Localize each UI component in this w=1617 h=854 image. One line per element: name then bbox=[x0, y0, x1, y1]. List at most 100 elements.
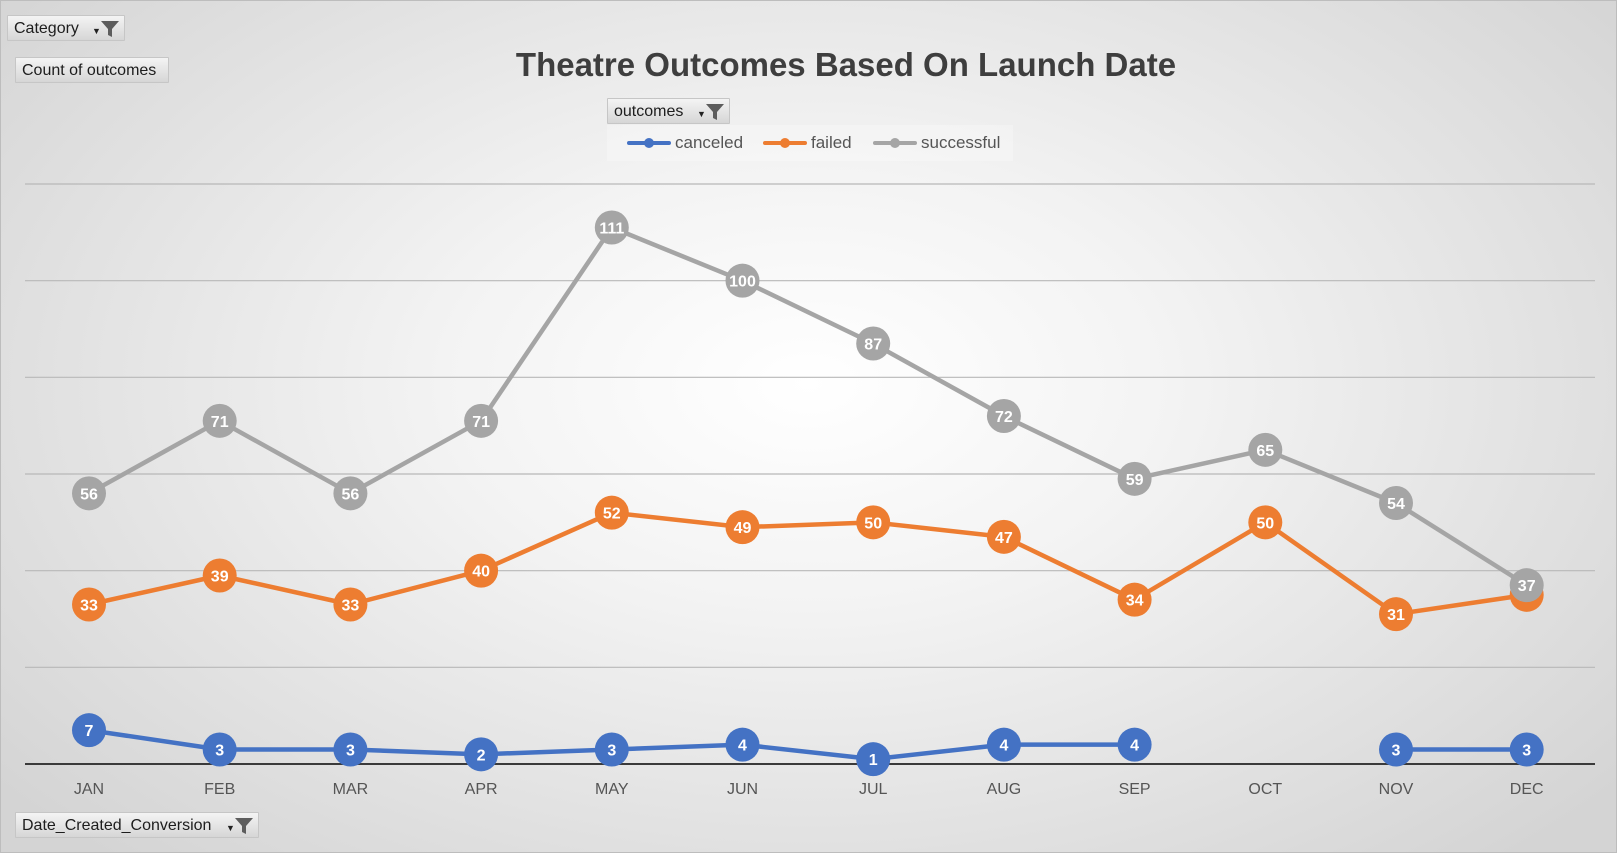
x-tick-label: AUG bbox=[987, 781, 1022, 798]
data-label-failed: 31 bbox=[1387, 607, 1405, 624]
legend-marker-failed bbox=[763, 138, 807, 148]
legend-field-label: outcomes bbox=[614, 103, 684, 120]
data-point-successful bbox=[725, 263, 760, 298]
x-tick-label: JUL bbox=[859, 781, 888, 798]
data-point-successful bbox=[202, 403, 237, 438]
data-label-canceled: 4 bbox=[1130, 738, 1139, 755]
data-point-successful bbox=[72, 476, 106, 511]
data-point-failed bbox=[1117, 582, 1152, 617]
data-label-successful: 56 bbox=[342, 486, 360, 503]
funnel-filter-icon bbox=[235, 818, 253, 834]
data-point-failed bbox=[1248, 505, 1283, 540]
data-label-successful: 100 bbox=[729, 274, 756, 291]
data-point-failed bbox=[1379, 597, 1413, 632]
data-label-successful: 37 bbox=[1518, 578, 1536, 595]
funnel-filter-icon bbox=[706, 104, 724, 120]
data-point-successful bbox=[594, 210, 629, 245]
data-label-canceled: 2 bbox=[477, 747, 486, 764]
outcomes-filter-control[interactable]: ▼ bbox=[697, 102, 725, 122]
x-tick-label: DEC bbox=[1510, 781, 1544, 798]
legend-field-button[interactable]: outcomes ▼ bbox=[607, 98, 730, 124]
chevron-down-icon: ▼ bbox=[92, 26, 101, 36]
data-label-successful: 87 bbox=[864, 337, 882, 354]
data-label-canceled: 3 bbox=[346, 743, 355, 760]
data-point-canceled bbox=[1509, 732, 1544, 767]
data-label-successful: 111 bbox=[599, 221, 624, 238]
data-point-failed bbox=[725, 510, 760, 545]
x-tick-label: SEP bbox=[1119, 781, 1151, 798]
legend-dot-canceled bbox=[644, 138, 654, 148]
x-tick-label: JAN bbox=[74, 781, 104, 798]
data-point-failed bbox=[594, 495, 629, 530]
data-label-canceled: 3 bbox=[1522, 743, 1531, 760]
category-field-label: Category bbox=[14, 20, 79, 37]
data-label-failed: 33 bbox=[342, 598, 360, 615]
data-point-failed bbox=[464, 553, 499, 588]
data-point-canceled bbox=[333, 732, 368, 767]
data-label-failed: 47 bbox=[995, 530, 1013, 547]
legend-marker-successful bbox=[873, 138, 917, 148]
data-label-successful: 65 bbox=[1256, 443, 1274, 460]
data-point-canceled bbox=[594, 732, 629, 767]
data-label-failed: 39 bbox=[211, 569, 229, 586]
data-label-successful: 72 bbox=[995, 409, 1013, 426]
data-label-successful: 59 bbox=[1126, 472, 1144, 489]
values-field-button[interactable]: Count of outcomes bbox=[15, 57, 169, 83]
x-tick-label: FEB bbox=[204, 781, 235, 798]
data-point-canceled bbox=[986, 727, 1021, 762]
data-label-failed: 50 bbox=[1256, 515, 1274, 532]
series-line-successful bbox=[86, 225, 1529, 588]
data-label-failed: 33 bbox=[80, 598, 98, 615]
axis-field-label: Date_Created_Conversion bbox=[22, 817, 212, 834]
data-point-successful bbox=[1248, 432, 1283, 467]
data-point-successful bbox=[856, 326, 891, 361]
data-point-failed bbox=[333, 587, 368, 622]
values-field-label: Count of outcomes bbox=[22, 62, 157, 79]
legend-dot-failed bbox=[780, 138, 790, 148]
data-point-successful bbox=[1379, 486, 1413, 520]
data-label-successful: 56 bbox=[80, 486, 98, 503]
chart-title: Theatre Outcomes Based On Launch Date bbox=[515, 46, 1177, 83]
data-point-canceled bbox=[725, 727, 760, 762]
x-tick-label: JUN bbox=[727, 781, 758, 798]
data-point-failed bbox=[202, 558, 237, 593]
data-point-successful bbox=[986, 399, 1021, 433]
date-filter-control[interactable]: ▼ bbox=[226, 816, 254, 836]
legend-marker-canceled bbox=[627, 138, 671, 148]
x-tick-label: MAY bbox=[595, 781, 629, 798]
data-label-canceled: 7 bbox=[85, 723, 94, 740]
data-point-canceled bbox=[1117, 727, 1152, 762]
x-tick-label: APR bbox=[465, 781, 498, 798]
chart-legend: canceled failed successful bbox=[607, 125, 1013, 161]
chevron-down-icon: ▼ bbox=[226, 823, 235, 833]
data-point-successful bbox=[1117, 461, 1152, 496]
data-point-canceled bbox=[202, 732, 237, 767]
data-label-successful: 71 bbox=[472, 414, 490, 431]
category-filter-control[interactable]: ▼ bbox=[92, 19, 120, 39]
chevron-down-icon: ▼ bbox=[697, 109, 706, 119]
data-point-canceled bbox=[856, 742, 891, 777]
category-field-button[interactable]: Category ▼ bbox=[7, 15, 125, 41]
data-point-canceled bbox=[464, 737, 499, 772]
funnel-filter-icon bbox=[101, 21, 119, 37]
data-point-canceled bbox=[72, 713, 106, 748]
data-label-failed: 49 bbox=[734, 520, 752, 537]
legend-label-canceled: canceled bbox=[675, 133, 744, 152]
data-label-canceled: 3 bbox=[215, 743, 224, 760]
legend-dot-successful bbox=[890, 138, 900, 148]
data-label-successful: 71 bbox=[211, 414, 229, 431]
legend-label-failed: failed bbox=[811, 133, 852, 152]
data-label-failed: 34 bbox=[1126, 593, 1144, 610]
data-label-canceled: 3 bbox=[1392, 743, 1401, 760]
data-point-failed bbox=[986, 519, 1021, 554]
series-line-failed bbox=[86, 510, 1529, 617]
axis-field-button[interactable]: Date_Created_Conversion ▼ bbox=[15, 812, 259, 838]
data-label-successful: 54 bbox=[1387, 496, 1405, 513]
x-tick-label: NOV bbox=[1379, 781, 1414, 798]
x-tick-label: MAR bbox=[333, 781, 369, 798]
data-label-canceled: 1 bbox=[869, 752, 878, 769]
data-point-successful bbox=[1509, 568, 1544, 603]
data-point-successful bbox=[464, 403, 499, 438]
